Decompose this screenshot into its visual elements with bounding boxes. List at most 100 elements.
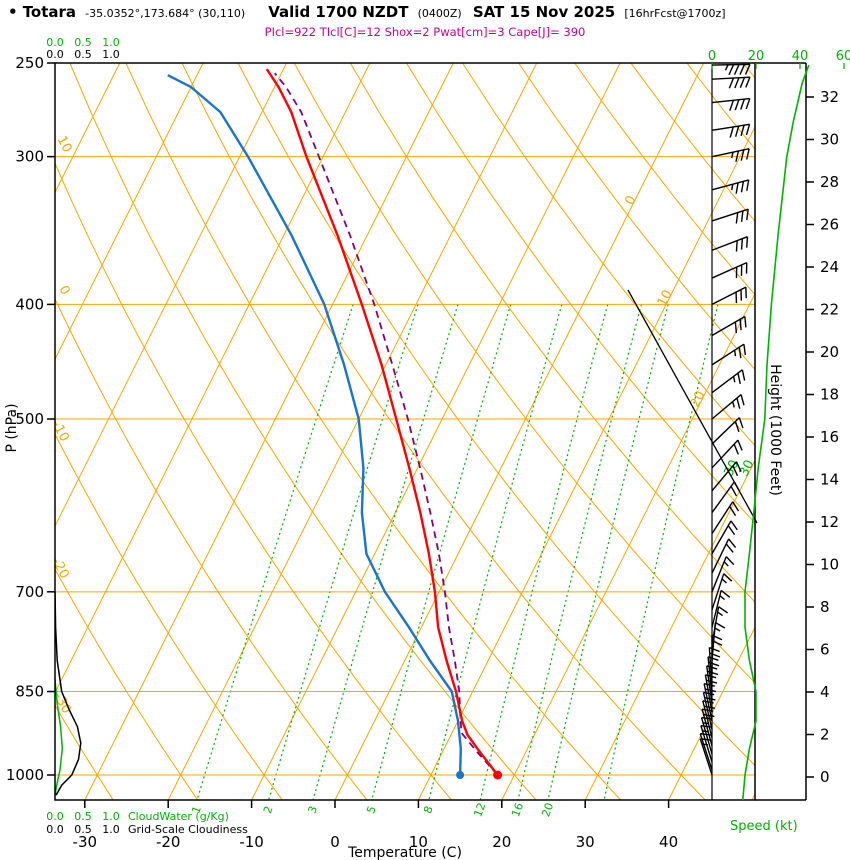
cloud-curves — [55, 591, 82, 796]
svg-text:10: 10 — [409, 833, 428, 851]
svg-text:1000: 1000 — [6, 766, 44, 784]
svg-text:24: 24 — [820, 258, 839, 276]
speed-axis-label: Speed (kt) — [730, 819, 798, 834]
cloudiness-curve — [55, 591, 82, 796]
svg-text:32: 32 — [820, 88, 839, 106]
svg-text:1.0: 1.0 — [102, 810, 120, 823]
svg-text:22: 22 — [820, 301, 839, 319]
svg-text:6: 6 — [820, 641, 830, 659]
svg-text:0.0: 0.0 — [46, 823, 64, 836]
svg-text:-20: -20 — [156, 833, 181, 851]
svg-text:0: 0 — [820, 768, 830, 786]
station-name: Totara — [22, 3, 77, 21]
svg-text:850: 850 — [15, 683, 44, 701]
svg-text:500: 500 — [15, 410, 44, 428]
svg-text:-10: -10 — [239, 833, 264, 851]
speed-tick-labels: 0 20 40 60 — [708, 49, 850, 69]
bullet-icon: • — [8, 3, 18, 21]
mixing-ratio-grid — [196, 304, 719, 800]
mixing-ratio-label: 8 — [421, 804, 436, 815]
svg-text:0.5: 0.5 — [74, 823, 92, 836]
valid-time: Valid 1700 NZDT — [268, 3, 409, 21]
station-coords: -35.0352°,173.684° (30,110) — [85, 7, 246, 20]
svg-text:250: 250 — [15, 54, 44, 72]
sounding-parameters: PIcl=922 TIcl[C]=12 Shox=2 Pwat[cm]=3 Ca… — [264, 25, 586, 39]
svg-text:0: 0 — [330, 833, 340, 851]
cloud-scale-labels: 0.00.00.00.00.50.50.50.51.01.01.01.0 — [46, 36, 120, 836]
svg-text:400: 400 — [15, 295, 44, 313]
mixing-ratio-label: 12 — [471, 801, 488, 819]
svg-text:1.0: 1.0 — [102, 48, 120, 61]
mixing-ratio-label: 3 — [305, 804, 320, 815]
svg-text:0: 0 — [708, 49, 716, 64]
svg-text:20: 20 — [492, 833, 511, 851]
temp-tick-labels: -30 -20 -10 0 10 20 30 40 — [73, 800, 678, 851]
dry-adiabat-grid — [55, 63, 755, 800]
surface-temp-dot — [493, 770, 503, 780]
sounding-curves — [167, 68, 503, 780]
svg-text:-30: -30 — [73, 833, 98, 851]
dry-adiabat-label: -20 — [48, 555, 71, 581]
valid-date: SAT 15 Nov 2025 — [472, 3, 616, 21]
svg-text:60: 60 — [836, 49, 850, 64]
isotherm-label: 30 — [737, 458, 758, 480]
svg-text:30: 30 — [576, 833, 595, 851]
dry-adiabat-label: -10 — [48, 418, 71, 444]
wind-barbs — [699, 63, 751, 776]
svg-text:0.5: 0.5 — [74, 48, 92, 61]
chart-title-line: • Totara -35.0352°,173.684° (30,110) Val… — [8, 2, 850, 21]
svg-text:4: 4 — [820, 683, 830, 701]
pressure-gridlines — [55, 156, 755, 776]
svg-text:20: 20 — [748, 49, 765, 64]
temp-axis-label2: Temperature (C) — [347, 845, 462, 860]
isotherm-label: 20 — [688, 389, 709, 411]
pressure-axis-label: P (hPa) — [4, 403, 20, 452]
svg-text:1.0: 1.0 — [102, 823, 120, 836]
isotherm-label: 10 — [655, 288, 676, 310]
cloudiness-axis-label: Grid-Scale Cloudiness — [128, 823, 248, 836]
chart-frame — [54, 62, 807, 801]
pressure-tick-labels: 250 300 400 500 700 850 1000 — [6, 54, 55, 784]
svg-text:700: 700 — [15, 583, 44, 601]
forecast-hour: [16hrFcst@1700z] — [624, 7, 726, 20]
valid-zulu: (0400Z) — [417, 7, 462, 20]
mixing-ratio-label: 2 — [261, 804, 276, 815]
svg-text:20: 20 — [820, 343, 839, 361]
svg-text:18: 18 — [820, 386, 839, 404]
isotherm-grid — [55, 63, 755, 800]
svg-text:12: 12 — [820, 513, 839, 531]
svg-text:10: 10 — [820, 556, 839, 574]
svg-text:0.5: 0.5 — [74, 810, 92, 823]
svg-text:26: 26 — [820, 216, 839, 234]
svg-text:0.0: 0.0 — [46, 36, 64, 49]
svg-text:300: 300 — [15, 148, 44, 166]
svg-text:40: 40 — [659, 833, 678, 851]
dry-adiabat-label: 10 — [54, 134, 75, 156]
dry-adiabat-label: 0 — [56, 283, 73, 297]
mixing-ratio-label: 16 — [509, 801, 526, 819]
svg-text:0.0: 0.0 — [46, 48, 64, 61]
temperature-curve — [265, 68, 499, 776]
svg-text:0.5: 0.5 — [74, 36, 92, 49]
surface-dewpoint-dot — [456, 771, 465, 780]
mixing-ratio-label: 5 — [364, 804, 379, 815]
height-axis-label: Height (1000 Feet) — [767, 364, 783, 496]
svg-text:8: 8 — [820, 598, 830, 616]
svg-text:28: 28 — [820, 173, 839, 191]
svg-text:14: 14 — [820, 471, 839, 489]
dewpoint-curve — [167, 74, 463, 776]
speed-profile-curve — [742, 64, 810, 801]
svg-text:1.0: 1.0 — [102, 36, 120, 49]
cloudwater-curve — [55, 679, 64, 796]
svg-text:30: 30 — [820, 131, 839, 149]
svg-text:2: 2 — [820, 726, 830, 744]
svg-text:16: 16 — [820, 428, 839, 446]
svg-text:40: 40 — [792, 49, 809, 64]
mixing-ratio-label: 1 — [189, 804, 204, 815]
mixing-ratio-label: 20 — [539, 801, 556, 819]
svg-text:0.0: 0.0 — [46, 810, 64, 823]
